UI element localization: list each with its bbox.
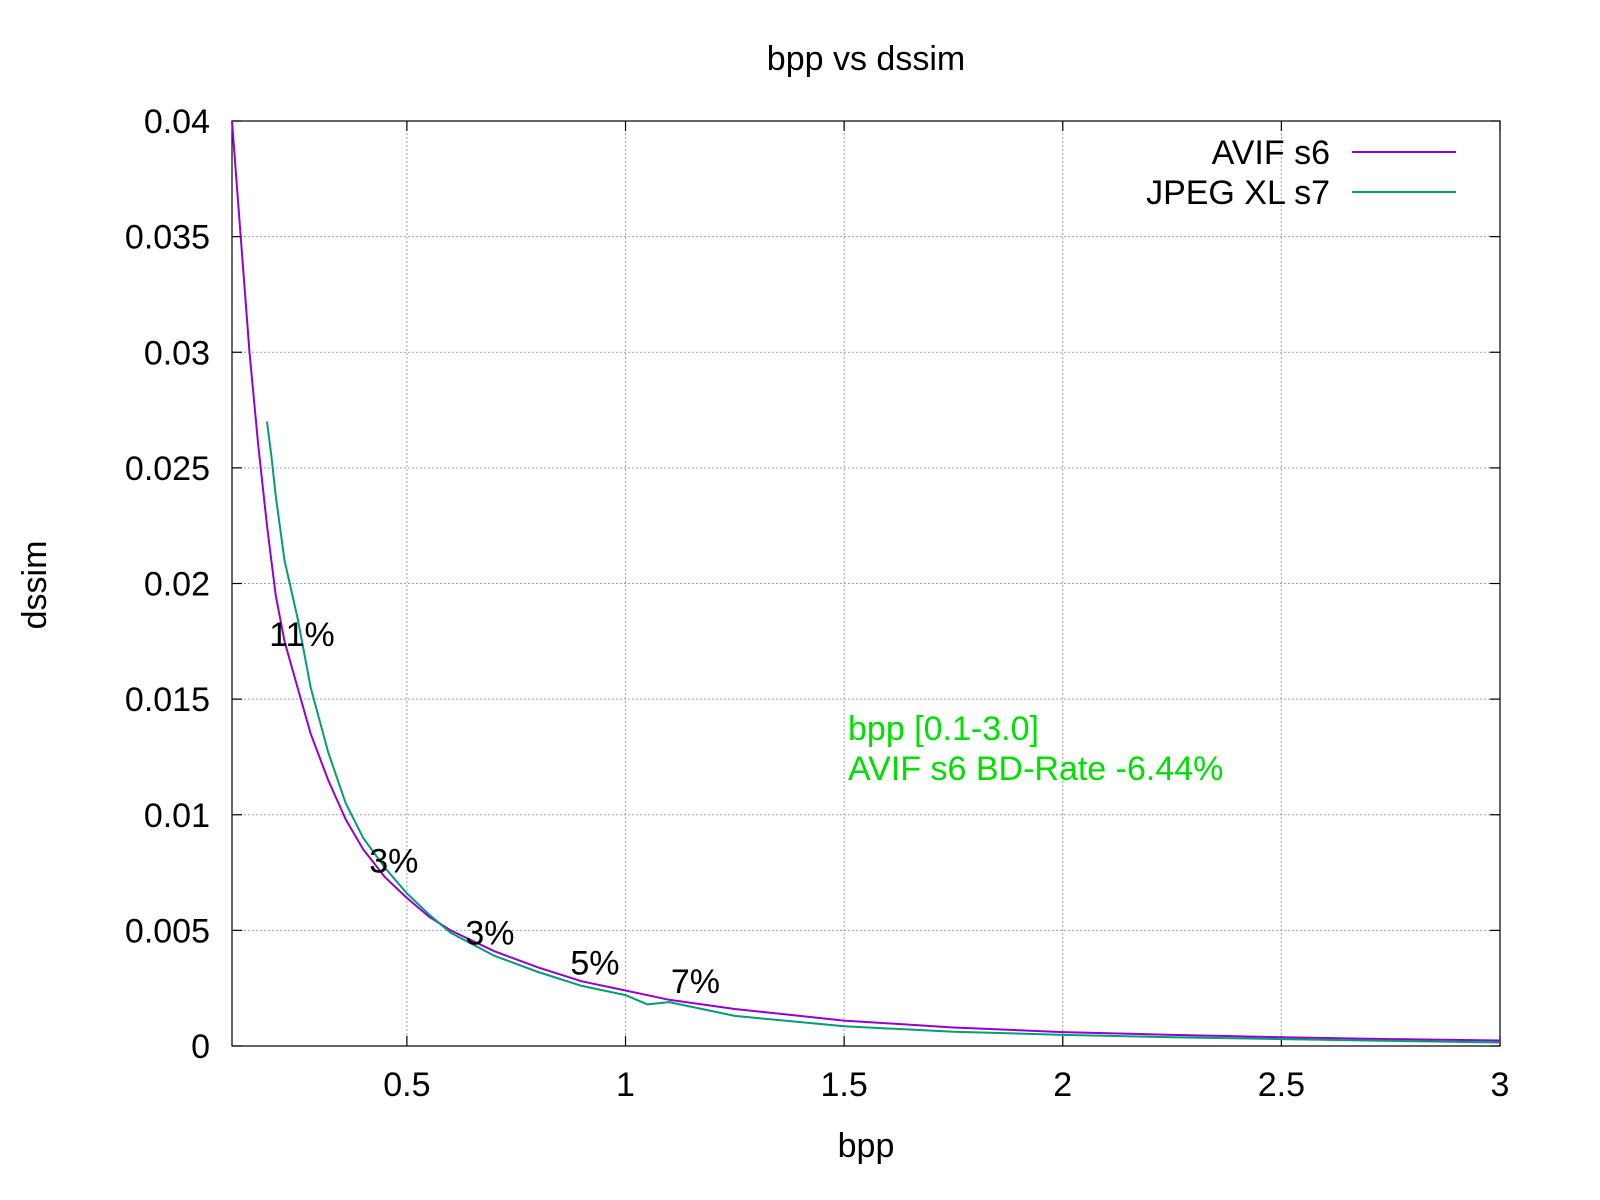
x-tick-label: 1.5 xyxy=(821,1066,868,1104)
y-tick-label: 0.035 xyxy=(125,219,210,257)
gap-annotation: 3% xyxy=(369,843,418,881)
series-line-jpeg-xl-s7 xyxy=(266,421,1501,1044)
series-lines xyxy=(231,120,1501,1044)
y-axis-label: dssim xyxy=(16,541,54,630)
y-tick-label: 0.015 xyxy=(125,681,210,719)
legend-label: AVIF s6 xyxy=(1212,134,1330,172)
annotations: 11% 3% 3% 5% 7% xyxy=(269,616,720,1001)
plot-frame xyxy=(231,120,1501,1047)
legend-label: JPEG XL s7 xyxy=(1146,174,1330,212)
y-tick-label: 0 xyxy=(191,1028,210,1066)
gap-annotation: 11% xyxy=(269,616,335,654)
x-tick-label: 2 xyxy=(1053,1066,1072,1104)
x-tick-label: 2.5 xyxy=(1258,1066,1305,1104)
chart-title: bpp vs dssim xyxy=(767,40,965,78)
gap-annotation: 7% xyxy=(671,963,720,1001)
y-tick-label: 0.01 xyxy=(144,797,210,835)
y-axis-ticks: 0 0.005 0.01 0.015 0.02 0.025 0.03 0.035 0.04 xyxy=(125,103,1500,1066)
x-tick-label: 0.5 xyxy=(383,1066,430,1104)
grid xyxy=(232,121,1500,1046)
gap-annotation: 3% xyxy=(465,914,514,952)
x-tick-label: 1 xyxy=(616,1066,635,1104)
bd-rate-note-line: bpp [0.1-3.0] xyxy=(848,710,1039,748)
bd-rate-note-line: AVIF s6 BD-Rate -6.44% xyxy=(848,750,1223,788)
x-tick-label: 3 xyxy=(1491,1066,1510,1104)
y-tick-label: 0.025 xyxy=(125,450,210,488)
x-axis-ticks: 0.5 1 1.5 2 2.5 3 xyxy=(383,121,1509,1104)
gap-annotation: 5% xyxy=(570,944,619,982)
y-tick-label: 0.005 xyxy=(125,912,210,950)
y-tick-label: 0.03 xyxy=(144,334,210,372)
series-line-avif-s6 xyxy=(231,120,1501,1042)
bd-rate-note: bpp [0.1-3.0]AVIF s6 BD-Rate -6.44% xyxy=(848,710,1223,788)
y-tick-label: 0.02 xyxy=(144,566,210,604)
y-tick-label: 0.04 xyxy=(144,103,210,141)
x-axis-label: bpp xyxy=(838,1127,895,1165)
